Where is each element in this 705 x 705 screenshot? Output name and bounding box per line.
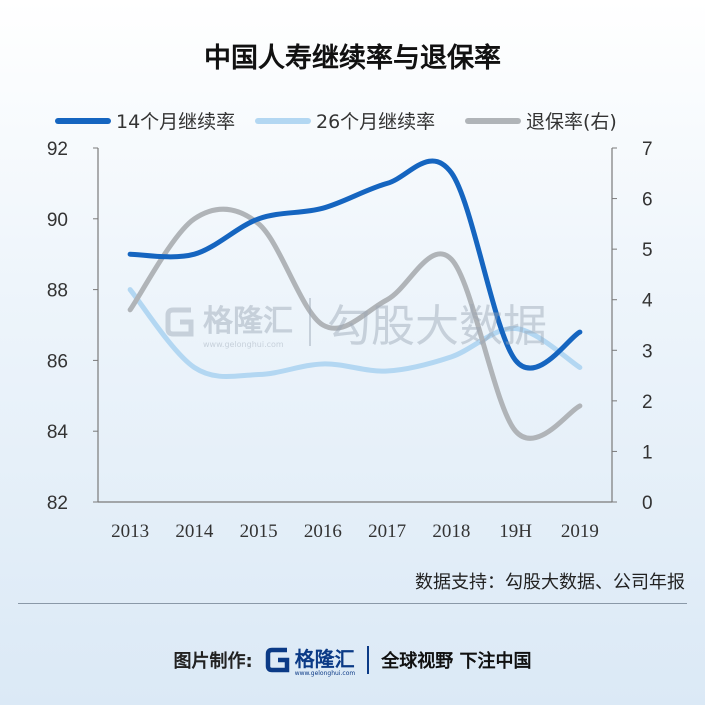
x-tick-label: 2015 <box>240 521 278 542</box>
legend-label-2: 退保率(右) <box>526 111 617 133</box>
divider <box>18 603 687 604</box>
x-tick-label: 2014 <box>175 521 214 542</box>
legend-label-1: 26个月继续率 <box>316 111 435 133</box>
series-line-0 <box>127 158 583 371</box>
footer-logo-sub: www.gelonghui.com <box>294 670 356 677</box>
gelonghui-logo-icon <box>265 647 289 673</box>
chart-title: 中国人寿继续率与退保率 <box>204 43 501 74</box>
y-left-tick-label: 88 <box>47 281 68 302</box>
y-right-tick-label: 3 <box>642 341 653 362</box>
x-tick-label: 2019 <box>561 521 599 542</box>
y-right-tick-label: 6 <box>642 190 653 211</box>
y-right-tick-label: 2 <box>642 392 653 413</box>
x-tick-label: 2016 <box>304 521 342 542</box>
y-left-tick-label: 82 <box>47 493 68 514</box>
y-left-tick-label: 90 <box>47 210 68 231</box>
x-tick-label: 2018 <box>432 521 470 542</box>
x-tick-label: 2013 <box>111 521 149 542</box>
footer-logo-text: 格隆汇 <box>294 647 355 671</box>
series-line-1 <box>127 287 583 380</box>
y-right-tick-label: 0 <box>642 493 653 514</box>
source-note: 数据支持：勾股大数据、公司年报 <box>415 572 685 593</box>
y-left-tick-label: 86 <box>47 351 68 372</box>
y-left-tick-label: 84 <box>47 422 69 443</box>
y-right-tick-label: 1 <box>642 442 653 463</box>
x-tick-label: 19H <box>499 521 532 542</box>
y-right-tick-label: 5 <box>642 240 653 261</box>
footer-separator <box>367 646 370 674</box>
footer: 图片制作: 格隆汇 www.gelonghui.com 全球视野 下注中国 <box>0 640 705 680</box>
footer-label: 图片制作: <box>173 651 253 672</box>
footer-logo: 格隆汇 www.gelonghui.com <box>265 643 356 677</box>
series-line-2 <box>127 206 583 441</box>
y-right-tick-label: 4 <box>642 291 653 312</box>
y-left-tick-label: 92 <box>47 139 68 160</box>
y-right-tick-label: 7 <box>642 139 653 160</box>
footer-slogan: 全球视野 下注中国 <box>381 651 532 672</box>
legend-label-0: 14个月继续率 <box>116 111 235 133</box>
x-tick-label: 2017 <box>368 521 406 542</box>
